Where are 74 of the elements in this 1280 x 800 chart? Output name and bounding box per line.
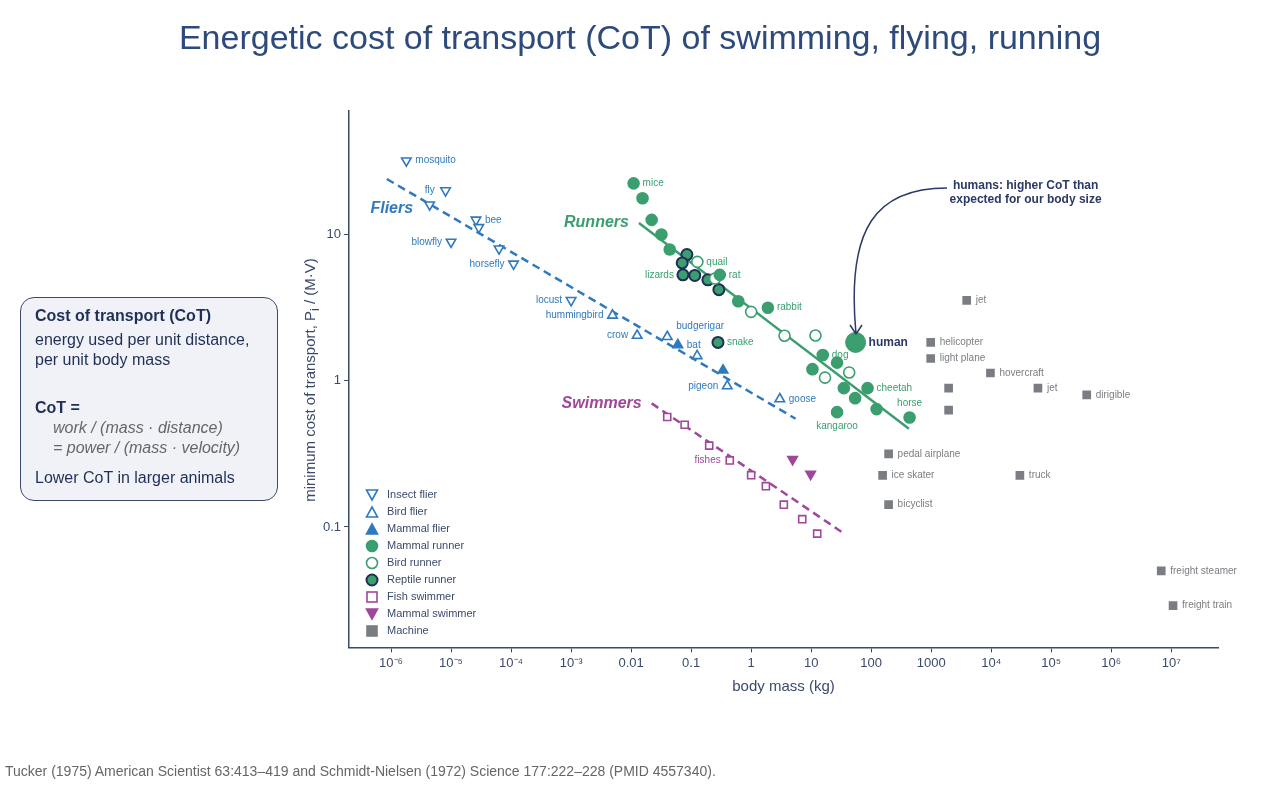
series-label: Swimmers — [561, 393, 642, 411]
annotation: rat — [728, 268, 741, 280]
annotation: horsefly — [469, 257, 505, 269]
x-tick-label: 10⁴ — [981, 654, 1002, 670]
y-tick-label: 10 — [326, 226, 342, 242]
annotation: pigeon — [688, 379, 719, 391]
x-tick-label: 0.01 — [618, 654, 644, 670]
annotation: freight train — [1182, 599, 1233, 611]
annotation: bee — [484, 213, 503, 225]
annotation: hummingbird — [545, 309, 604, 321]
annotation: mice — [642, 177, 665, 189]
legend-label: Mammal runner — [387, 538, 465, 554]
annotation: kangaroo — [816, 419, 859, 431]
annotation: horse — [897, 397, 923, 409]
annotation: fishes — [694, 454, 721, 466]
y-tick-label: 1 — [333, 372, 342, 388]
x-tick-label: 10⁻⁵ — [439, 654, 463, 670]
text: Lower CoT in larger animals — [35, 468, 236, 488]
text: = power / (mass · velocity) — [52, 438, 242, 458]
text: work / (mass · distance) — [52, 418, 224, 438]
x-tick-label: 0.1 — [682, 654, 701, 670]
annotation: crow — [607, 329, 629, 341]
annotation: hovercraft — [999, 366, 1045, 378]
annotation: lizards — [645, 268, 674, 280]
annotation: snake — [726, 336, 755, 348]
annotation: mosquito — [415, 154, 457, 166]
annotation: humans: higher CoT than expected for our body size — [949, 177, 1102, 206]
annotation: cheetah — [876, 381, 913, 393]
x-tick-label: 10⁵ — [1041, 654, 1062, 670]
series-label: Fliers — [370, 199, 414, 217]
chart-title: Energetic cost of transport (CoT) of swimming, flying, running — [177, 18, 1103, 57]
annotation: freight steamer — [1170, 564, 1238, 576]
annotation: blowfly — [411, 235, 443, 247]
x-tick-label: 10⁻⁴ — [499, 654, 524, 670]
annotation: helicopter — [939, 336, 984, 348]
x-axis-title: body mass (kg) — [732, 677, 835, 695]
annotation: bat — [686, 338, 701, 350]
annotation: human — [868, 334, 908, 349]
y-tick-label: 0.1 — [322, 518, 342, 534]
legend-label: Reptile runner — [387, 572, 457, 588]
legend-label: Insect flier — [387, 487, 438, 503]
x-tick-label: 10⁷ — [1161, 654, 1182, 670]
annotation: dirigible — [1095, 388, 1131, 400]
annotation: locust — [535, 294, 563, 306]
legend-label: Bird flier — [387, 504, 428, 520]
x-tick-label: 1000 — [916, 654, 946, 670]
text: Cost of transport (CoT) — [35, 306, 212, 326]
legend-label: Machine — [387, 623, 429, 639]
x-tick-label: 100 — [860, 654, 883, 670]
annotation: jet — [974, 294, 987, 306]
text: Tucker (1975) American Scientist 63:413–419 and Schmidt-Nielsen (1972) Science 177:222–228 (PMID 4557340). — [5, 763, 716, 779]
annotation: fly — [424, 184, 435, 196]
annotation: light plane — [939, 352, 986, 364]
legend-label: Mammal flier — [387, 521, 451, 537]
annotation: truck — [1028, 469, 1052, 481]
annotation: budgerigar — [676, 320, 725, 332]
legend-label: Bird runner — [387, 555, 442, 571]
text: energy used per unit distance, per unit body mass — [35, 330, 251, 370]
text: CoT = — [35, 398, 81, 418]
legend-label: Mammal swimmer — [387, 606, 477, 622]
annotation: pedal airplane — [897, 447, 961, 459]
x-tick-label: 10⁶ — [1101, 654, 1122, 670]
annotation: jet — [1045, 381, 1058, 393]
x-tick-label: 10 — [803, 654, 819, 670]
annotation: quail — [706, 255, 728, 267]
annotation: bicyclist — [897, 498, 933, 510]
legend-label: Fish swimmer — [387, 589, 455, 605]
x-tick-label: 1 — [747, 654, 755, 670]
x-tick-label: 10⁻⁶ — [379, 654, 403, 670]
series-label: Runners — [564, 213, 630, 231]
annotation: rabbit — [776, 301, 803, 313]
annotation: ice skater — [891, 469, 936, 481]
annotation: goose — [788, 392, 817, 404]
x-tick-label: 10⁻³ — [559, 654, 584, 670]
